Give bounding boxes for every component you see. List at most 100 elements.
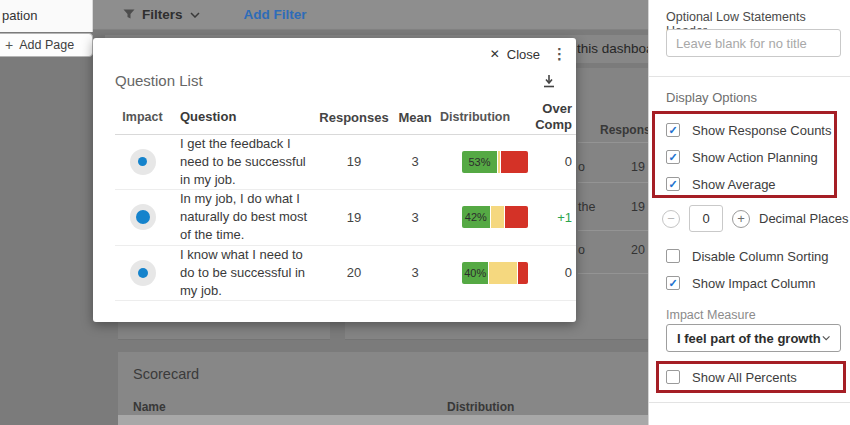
display-option-row[interactable]: ✓ Show Average — [666, 176, 831, 192]
show-all-percents-row[interactable]: Show All Percents — [666, 369, 797, 385]
background-banner-text: this dashboa — [577, 41, 654, 56]
distribution-bar: 42% — [462, 206, 528, 228]
question-text: I get the feedback I need to be successf… — [170, 135, 318, 190]
display-option-row[interactable]: ✓ Show Response Counts — [666, 122, 831, 138]
question-row: In my job, I do what I naturally do best… — [115, 190, 576, 246]
responses-value: 19 — [318, 210, 390, 225]
overall-comparison-value: 0 — [535, 154, 576, 169]
distribution-red-segment — [517, 262, 528, 284]
filters-label: Filters — [142, 7, 183, 22]
close-button[interactable]: ✕ Close — [490, 47, 540, 62]
overall-comparison-value: 0 — [535, 265, 576, 280]
column-option-checkboxes: Disable Column Sorting ✓ Show Impact Colum… — [666, 248, 829, 302]
show-all-percents-row: Show All Percents — [666, 369, 797, 396]
question-text: I know what I need to do to be successfu… — [170, 246, 318, 301]
background-responses-value: 19 — [620, 200, 645, 214]
question-table-header: Impact Question Responses Mean Distribut… — [115, 101, 576, 135]
distribution-red-segment — [500, 151, 528, 173]
plus-icon: + — [5, 38, 13, 52]
column-option-checkbox[interactable]: ✓ — [666, 276, 680, 290]
low-statements-input[interactable] — [666, 29, 841, 57]
distribution-green-segment: 53% — [462, 151, 497, 173]
header-impact[interactable]: Impact — [115, 110, 170, 124]
display-option-checkbox[interactable]: ✓ — [666, 123, 680, 137]
display-option-checkbox[interactable]: ✓ — [666, 150, 680, 164]
decrement-button[interactable]: − — [662, 210, 680, 228]
mean-value: 3 — [390, 265, 440, 280]
display-option-checkbox[interactable]: ✓ — [666, 177, 680, 191]
header-overall-comparison[interactable]: Over Comp — [535, 101, 576, 134]
distribution-red-segment — [504, 206, 528, 228]
header-distribution[interactable]: Distribution — [440, 110, 535, 124]
scorecard-title: Scorecard — [133, 366, 199, 382]
impact-measure-select[interactable]: I feel part of the growth an... — [666, 324, 841, 352]
mean-value: 3 — [390, 154, 440, 169]
column-option-row[interactable]: Disable Column Sorting — [666, 248, 829, 264]
decimal-places-label: Decimal Places — [759, 211, 849, 226]
distribution-bar: 53% — [462, 151, 528, 173]
background-question-tail: o — [578, 243, 585, 257]
question-row: I get the feedback I need to be successf… — [115, 135, 576, 191]
download-icon[interactable] — [542, 74, 556, 88]
column-option-row[interactable]: ✓ Show Impact Column — [666, 275, 829, 291]
display-option-label: Show Response Counts — [692, 123, 831, 138]
filters-dropdown[interactable]: Filters — [123, 7, 200, 22]
decimal-places-input[interactable] — [689, 205, 723, 232]
add-page-label: Add Page — [19, 38, 74, 52]
background-row-divider — [578, 182, 650, 183]
column-option-checkbox[interactable] — [666, 249, 680, 263]
overall-comparison-value: +1 — [535, 210, 576, 225]
display-options-checkboxes: ✓ Show Response Counts ✓Show Action Planni… — [666, 122, 831, 203]
question-table: Impact Question Responses Mean Distribut… — [115, 101, 576, 301]
display-option-label: Show Average — [692, 177, 776, 192]
increment-button[interactable]: + — [732, 210, 750, 228]
impact-measure-value: I feel part of the growth an... — [677, 331, 822, 346]
impact-dot — [130, 149, 156, 175]
divider — [649, 76, 850, 77]
question-text: In my job, I do what I naturally do best… — [170, 190, 318, 245]
close-label: Close — [507, 47, 540, 62]
show-all-percents-checkbox[interactable] — [666, 370, 680, 384]
responses-value: 19 — [318, 154, 390, 169]
background-responses-value: 20 — [620, 243, 645, 257]
close-x-icon: ✕ — [490, 47, 500, 61]
settings-sidebar: Optional Low Statements Header Display O… — [648, 0, 850, 425]
modal-title: Question List — [115, 72, 203, 89]
distribution-yellow-segment — [490, 206, 504, 228]
background-row-divider — [578, 273, 650, 274]
divider — [649, 402, 850, 403]
page-name-partial[interactable]: pation — [2, 8, 37, 23]
add-filter-link[interactable]: Add Filter — [244, 7, 307, 22]
mean-value: 3 — [390, 210, 440, 225]
column-option-label: Show Impact Column — [692, 276, 816, 291]
scorecard-distribution-header: Distribution — [447, 400, 514, 414]
question-table-body: I get the feedback I need to be successf… — [115, 135, 576, 302]
display-option-row[interactable]: ✓Show Action Planning — [666, 149, 831, 165]
filter-funnel-icon — [123, 9, 135, 20]
decimal-places-stepper: − + Decimal Places — [662, 205, 849, 232]
header-responses[interactable]: Responses — [318, 110, 390, 125]
distribution-green-segment: 42% — [462, 206, 490, 228]
chevron-down-icon — [190, 12, 200, 18]
header-overall-line1: Over — [535, 101, 572, 117]
distribution-yellow-segment — [488, 262, 516, 284]
header-mean[interactable]: Mean — [390, 110, 440, 125]
background-row-divider — [578, 142, 650, 143]
question-list-modal: ✕ Close ⋮ Question List Impact Question … — [93, 38, 576, 322]
show-all-percents-label: Show All Percents — [692, 370, 797, 385]
modal-topbar: ✕ Close ⋮ — [93, 38, 576, 64]
header-overall-line2: Comp — [535, 117, 572, 133]
add-page-button[interactable]: + Add Page — [0, 33, 93, 57]
impact-measure-label: Impact Measure — [666, 308, 756, 322]
background-row-divider — [578, 230, 650, 231]
header-question[interactable]: Question — [170, 108, 318, 126]
background-question-tail: the — [578, 200, 595, 214]
scorecard-name-header: Name — [133, 400, 166, 414]
background-question-tail: o — [578, 160, 585, 174]
column-option-label: Disable Column Sorting — [692, 249, 829, 264]
kebab-menu-icon[interactable]: ⋮ — [552, 45, 567, 63]
background-responses-value: 19 — [620, 160, 645, 174]
question-row: I know what I need to do to be successfu… — [115, 246, 576, 302]
impact-dot — [130, 204, 156, 230]
distribution-bar: 40% — [462, 262, 528, 284]
